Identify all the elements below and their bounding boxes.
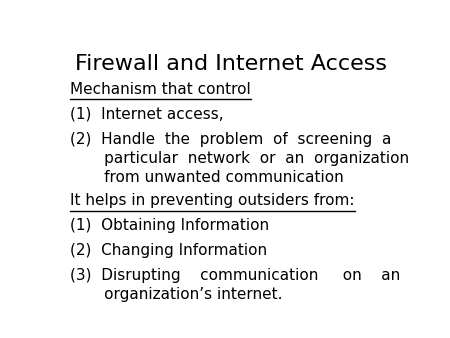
- Text: Mechanism that control: Mechanism that control: [70, 82, 251, 97]
- Text: Firewall and Internet Access: Firewall and Internet Access: [75, 54, 387, 74]
- Text: (3)  Disrupting    communication     on    an
       organization’s internet.: (3) Disrupting communication on an organ…: [70, 268, 400, 302]
- Text: It helps in preventing outsiders from:: It helps in preventing outsiders from:: [70, 193, 355, 209]
- Text: (1)  Obtaining Information: (1) Obtaining Information: [70, 218, 269, 233]
- Text: (2)  Handle  the  problem  of  screening  a
       particular  network  or  an  : (2) Handle the problem of screening a pa…: [70, 132, 410, 185]
- Text: (2)  Changing Information: (2) Changing Information: [70, 243, 267, 258]
- Text: (1)  Internet access,: (1) Internet access,: [70, 107, 224, 122]
